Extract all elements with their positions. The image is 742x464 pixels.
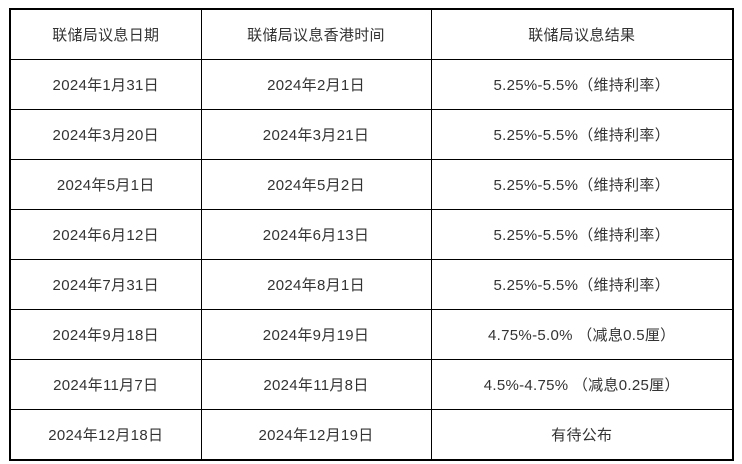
cell-hk-time: 2024年6月13日 bbox=[200, 209, 432, 260]
cell-hk-time: 2024年11月8日 bbox=[200, 359, 432, 410]
cell-result: 4.5%-4.75% （减息0.25厘） bbox=[430, 359, 734, 410]
cell-result: 有待公布 bbox=[430, 409, 734, 461]
cell-result: 5.25%-5.5%（维持利率） bbox=[430, 209, 734, 260]
cell-meeting-date: 2024年3月20日 bbox=[9, 109, 202, 160]
table-row: 2024年5月1日 2024年5月2日 5.25%-5.5%（维持利率） bbox=[9, 159, 734, 210]
header-result: 联储局议息结果 bbox=[430, 8, 734, 60]
table-row: 2024年9月18日 2024年9月19日 4.75%-5.0% （减息0.5厘） bbox=[9, 309, 734, 360]
fed-meeting-table: 联储局议息日期 联储局议息香港时间 联储局议息结果 2024年1月31日 2024… bbox=[9, 8, 734, 461]
table-row: 2024年3月20日 2024年3月21日 5.25%-5.5%（维持利率） bbox=[9, 109, 734, 160]
cell-meeting-date: 2024年6月12日 bbox=[9, 209, 202, 260]
cell-result: 5.25%-5.5%（维持利率） bbox=[430, 59, 734, 110]
cell-result: 4.75%-5.0% （减息0.5厘） bbox=[430, 309, 734, 360]
header-hk-time: 联储局议息香港时间 bbox=[200, 8, 432, 60]
cell-hk-time: 2024年12月19日 bbox=[200, 409, 432, 461]
table-row: 2024年6月12日 2024年6月13日 5.25%-5.5%（维持利率） bbox=[9, 209, 734, 260]
cell-result: 5.25%-5.5%（维持利率） bbox=[430, 259, 734, 310]
table-row: 2024年11月7日 2024年11月8日 4.5%-4.75% （减息0.25厘） bbox=[9, 359, 734, 410]
cell-hk-time: 2024年2月1日 bbox=[200, 59, 432, 110]
cell-hk-time: 2024年5月2日 bbox=[200, 159, 432, 210]
table-header-row: 联储局议息日期 联储局议息香港时间 联储局议息结果 bbox=[9, 8, 734, 60]
cell-meeting-date: 2024年7月31日 bbox=[9, 259, 202, 310]
table-row: 2024年12月18日 2024年12月19日 有待公布 bbox=[9, 409, 734, 461]
cell-result: 5.25%-5.5%（维持利率） bbox=[430, 109, 734, 160]
table-row: 2024年1月31日 2024年2月1日 5.25%-5.5%（维持利率） bbox=[9, 59, 734, 110]
header-meeting-date: 联储局议息日期 bbox=[9, 8, 202, 60]
cell-hk-time: 2024年3月21日 bbox=[200, 109, 432, 160]
cell-meeting-date: 2024年9月18日 bbox=[9, 309, 202, 360]
cell-result: 5.25%-5.5%（维持利率） bbox=[430, 159, 734, 210]
table-row: 2024年7月31日 2024年8月1日 5.25%-5.5%（维持利率） bbox=[9, 259, 734, 310]
cell-meeting-date: 2024年5月1日 bbox=[9, 159, 202, 210]
cell-meeting-date: 2024年12月18日 bbox=[9, 409, 202, 461]
cell-hk-time: 2024年8月1日 bbox=[200, 259, 432, 310]
table-body: 2024年1月31日 2024年2月1日 5.25%-5.5%（维持利率） 2024年… bbox=[9, 59, 734, 461]
cell-meeting-date: 2024年1月31日 bbox=[9, 59, 202, 110]
cell-hk-time: 2024年9月19日 bbox=[200, 309, 432, 360]
cell-meeting-date: 2024年11月7日 bbox=[9, 359, 202, 410]
